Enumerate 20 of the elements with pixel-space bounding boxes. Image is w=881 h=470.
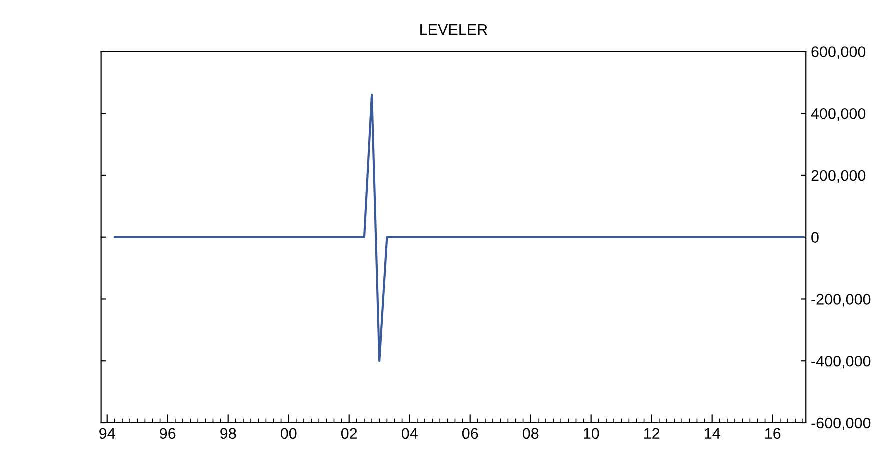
x-tick-label: 06	[462, 428, 478, 440]
x-tick-label: 02	[341, 428, 358, 440]
x-tick-label: 10	[584, 428, 600, 440]
x-tick-label: 08	[522, 428, 539, 440]
y-tick-label: 400,000	[811, 108, 866, 122]
x-tick-label: 12	[644, 428, 660, 439]
x-tick-label: 98	[220, 428, 236, 440]
x-tick-label: 14	[705, 428, 720, 439]
x-tick-label: 16	[766, 428, 781, 440]
y-tick-label: 600,000	[812, 46, 866, 60]
y-tick-label: -600,000	[812, 418, 871, 430]
chart-title: LEVELER	[420, 24, 488, 36]
y-tick-label: -400,000	[812, 356, 871, 369]
x-tick-label: 96	[160, 428, 176, 440]
x-tick-label: 00	[280, 428, 297, 440]
x-tick-label: 04	[402, 428, 418, 440]
y-tick-label: 200,000	[812, 170, 866, 183]
x-tick-label: 94	[100, 428, 116, 440]
y-tick-label: -200,000	[812, 294, 871, 307]
y-tick-label: 0	[812, 232, 819, 244]
